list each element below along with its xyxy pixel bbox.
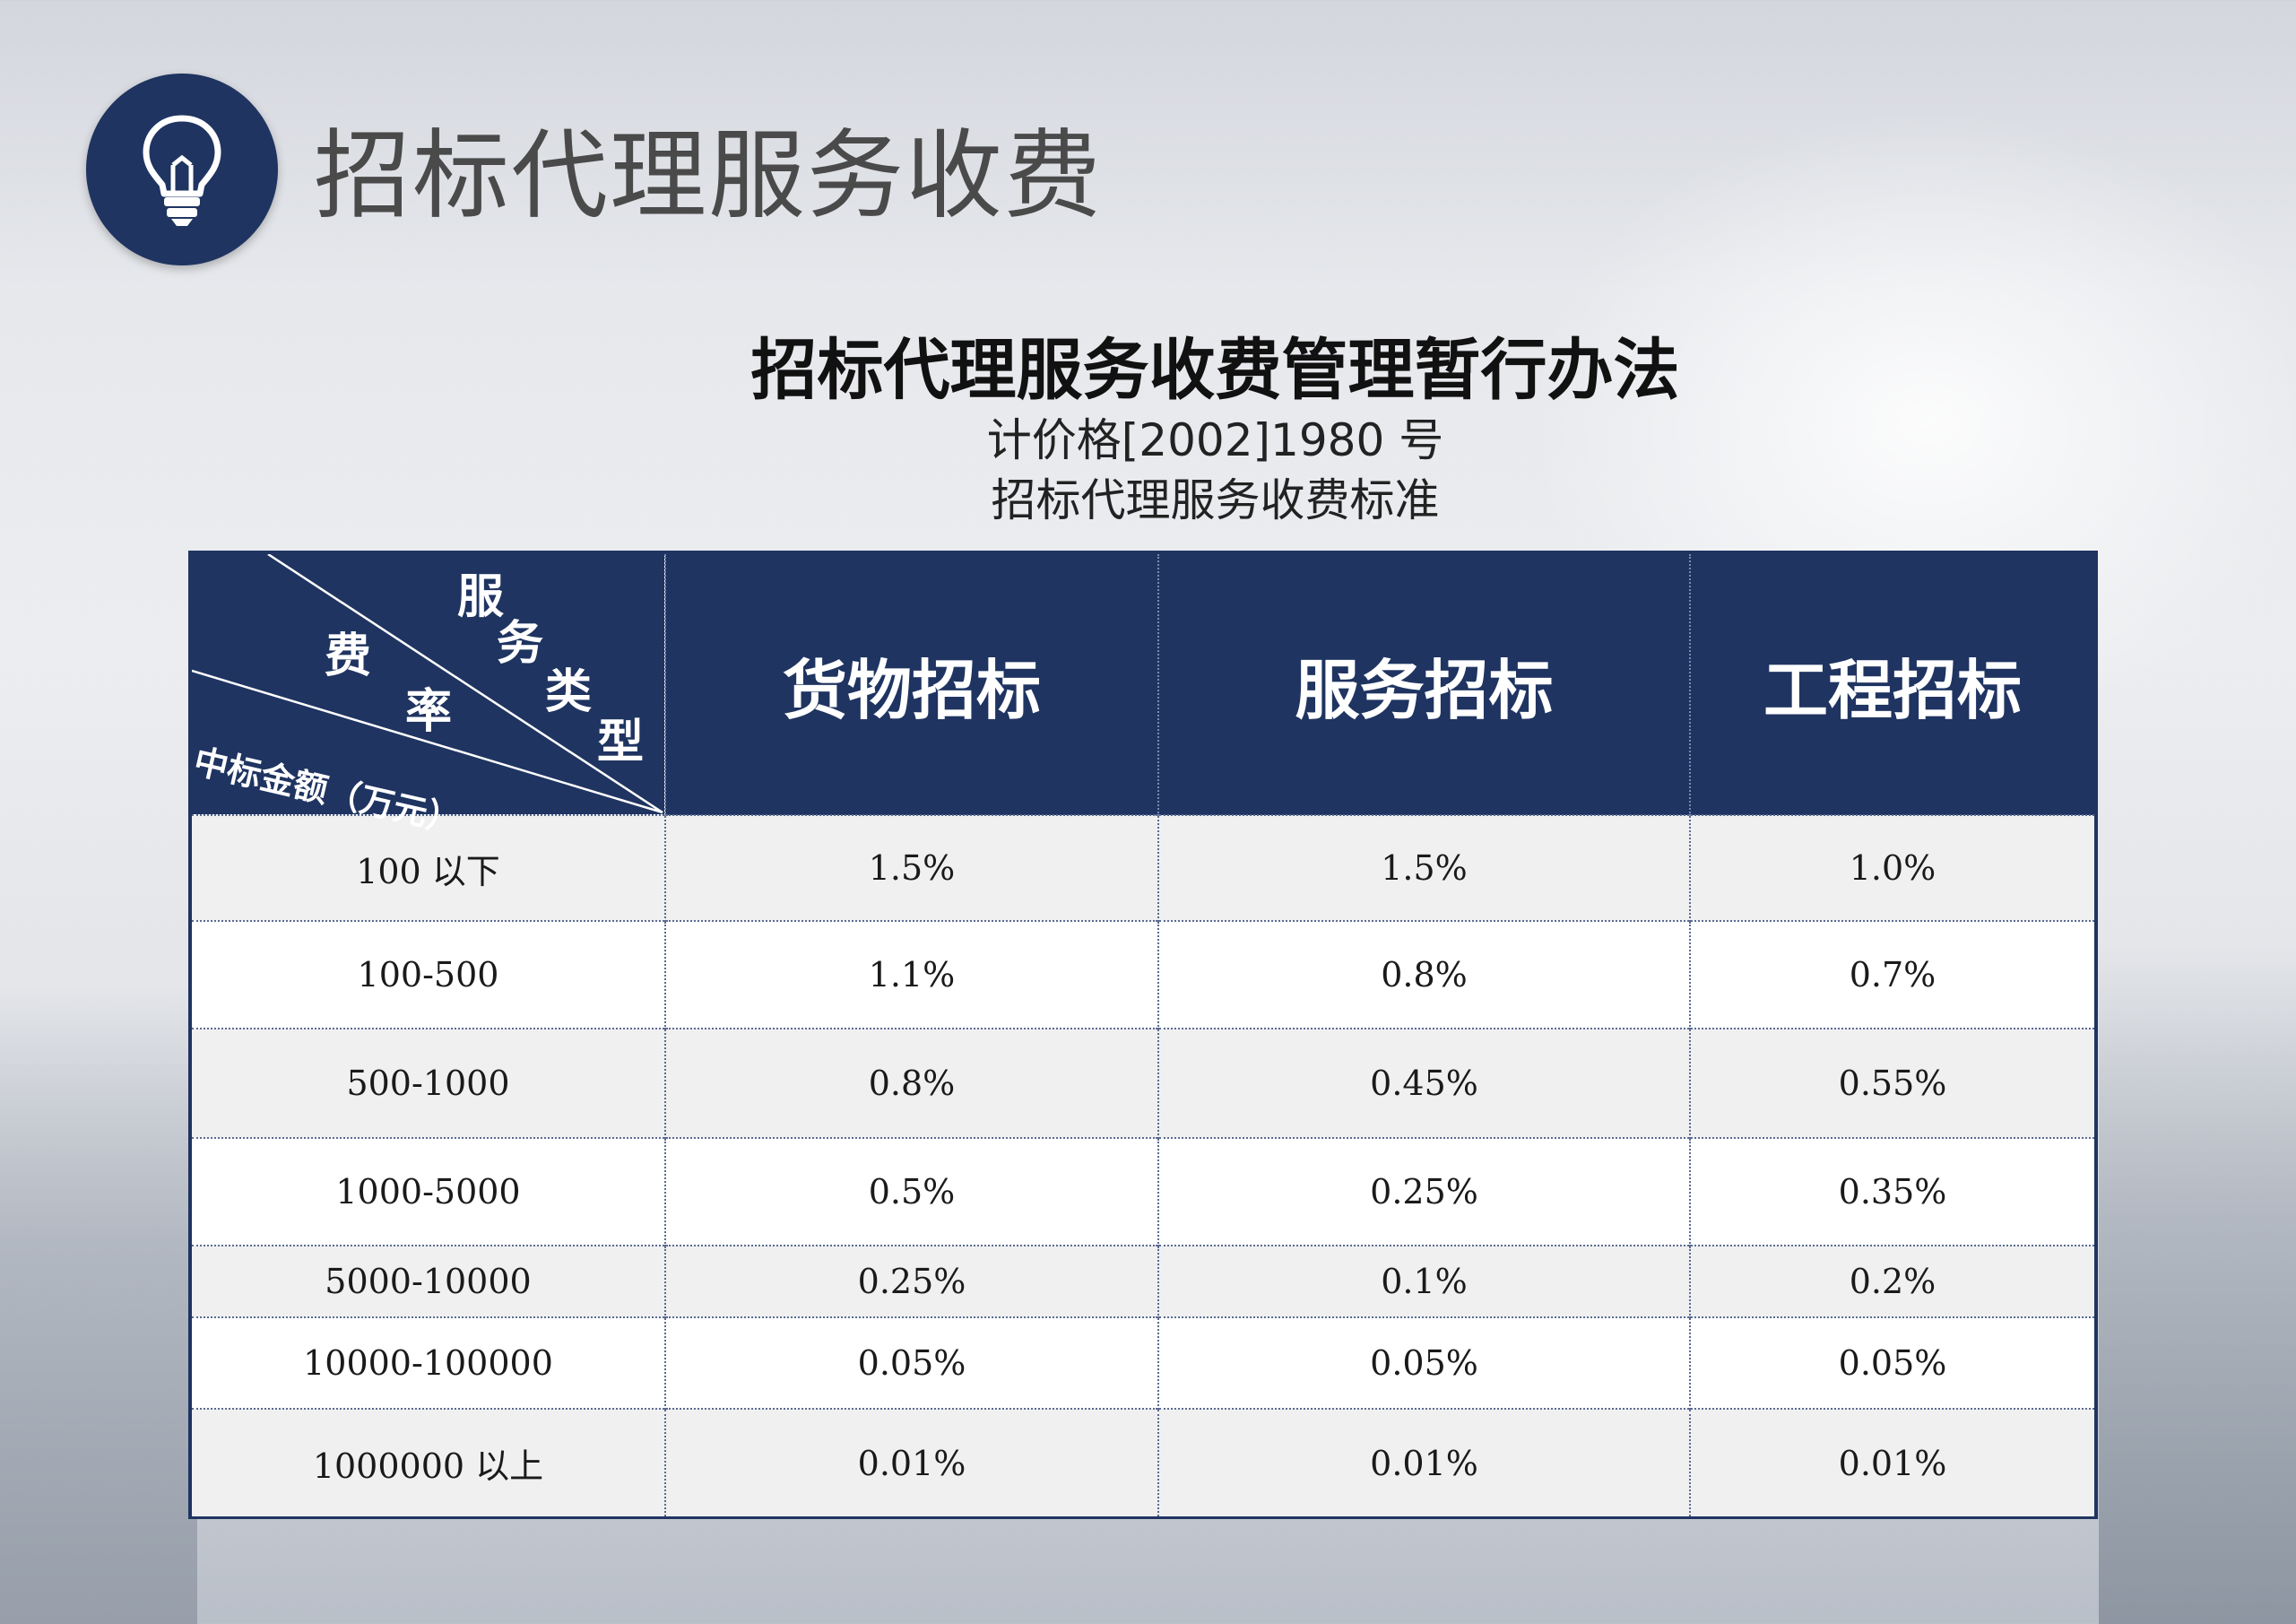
column-header-service: 服务招标 (1157, 554, 1690, 815)
service-rate-cell: 1.5% (1157, 814, 1690, 921)
diagonal-header-cell: 服 务 类 型 费 率 中标金额（万元） (190, 554, 665, 841)
goods-rate-cell: 0.5% (664, 1137, 1158, 1246)
table-row: 1000-5000 0.5% 0.25% 0.35% (192, 1137, 2094, 1246)
lightbulb-icon (143, 115, 221, 226)
amount-cell: 5000-10000 (192, 1245, 665, 1317)
amount-cell: 100 以下 (192, 814, 665, 921)
table-row: 10000-100000 0.05% 0.05% 0.05% (192, 1316, 2094, 1409)
column-header-goods: 货物招标 (664, 554, 1158, 815)
amount-cell: 500-1000 (192, 1028, 665, 1138)
service-rate-cell: 0.1% (1157, 1245, 1690, 1317)
fee-table: 服 务 类 型 费 率 中标金额（万元） 货物招标 服务招标 工程招标 100 … (190, 554, 2094, 1516)
service-rate-cell: 0.01% (1157, 1408, 1690, 1516)
background-city-left (0, 986, 197, 1624)
engineering-rate-cell: 0.7% (1689, 920, 2094, 1029)
amount-cell: 10000-100000 (192, 1316, 665, 1409)
goods-rate-cell: 0.05% (664, 1316, 1158, 1409)
engineering-rate-cell: 1.0% (1689, 814, 2094, 921)
fee-table-container: 服 务 类 型 费 率 中标金额（万元） 货物招标 服务招标 工程招标 100 … (188, 551, 2098, 1519)
engineering-rate-cell: 0.05% (1689, 1316, 2094, 1409)
service-rate-cell: 0.25% (1157, 1137, 1690, 1246)
header-char-fei: 费 (325, 630, 372, 683)
table-row: 100 以下 1.5% 1.5% 1.0% (192, 814, 2094, 921)
amount-cell: 1000-5000 (192, 1137, 665, 1246)
diagonal-header: 服 务 类 型 费 率 中标金额（万元） (190, 554, 665, 841)
service-rate-cell: 0.05% (1157, 1316, 1690, 1409)
table-row: 1000000 以上 0.01% 0.01% 0.01% (192, 1408, 2094, 1516)
table-row: 5000-10000 0.25% 0.1% 0.2% (192, 1245, 2094, 1317)
amount-cell: 100-500 (192, 920, 665, 1029)
engineering-rate-cell: 0.55% (1689, 1028, 2094, 1138)
table-row: 500-1000 0.8% 0.45% 0.55% (192, 1028, 2094, 1138)
header-char-fu: 服 (457, 570, 505, 624)
engineering-rate-cell: 0.35% (1689, 1137, 2094, 1246)
document-reference-number: 计价格[2002]1980 号 (986, 414, 1444, 466)
document-title: 招标代理服务收费管理暂行办法 (750, 332, 1680, 409)
goods-rate-cell: 1.5% (664, 814, 1158, 921)
table-header-row: 服 务 类 型 费 率 中标金额（万元） 货物招标 服务招标 工程招标 (190, 554, 2094, 841)
document-subtitle: 招标代理服务收费标准 (991, 474, 1440, 526)
diagonal-lines (192, 554, 663, 814)
engineering-rate-cell: 0.2% (1689, 1245, 2094, 1317)
page-title: 招标代理服务收费 (314, 120, 1104, 232)
header-char-xing: 型 (597, 716, 645, 769)
background-city-right (2099, 942, 2296, 1624)
amount-cell: 1000000 以上 (192, 1408, 665, 1516)
goods-rate-cell: 0.25% (664, 1245, 1158, 1317)
column-header-engineering: 工程招标 (1689, 554, 2094, 815)
service-rate-cell: 0.45% (1157, 1028, 1690, 1138)
logo-badge (86, 74, 278, 265)
header-char-lei: 类 (545, 665, 593, 719)
service-rate-cell: 0.8% (1157, 920, 1690, 1029)
goods-rate-cell: 0.8% (664, 1028, 1158, 1138)
table-row: 100-500 1.1% 0.8% 0.7% (192, 920, 2094, 1029)
goods-rate-cell: 0.01% (664, 1408, 1158, 1516)
goods-rate-cell: 1.1% (664, 920, 1158, 1029)
engineering-rate-cell: 0.01% (1689, 1408, 2094, 1516)
header-char-lv: 率 (405, 685, 453, 739)
header-char-wu: 务 (497, 617, 544, 671)
